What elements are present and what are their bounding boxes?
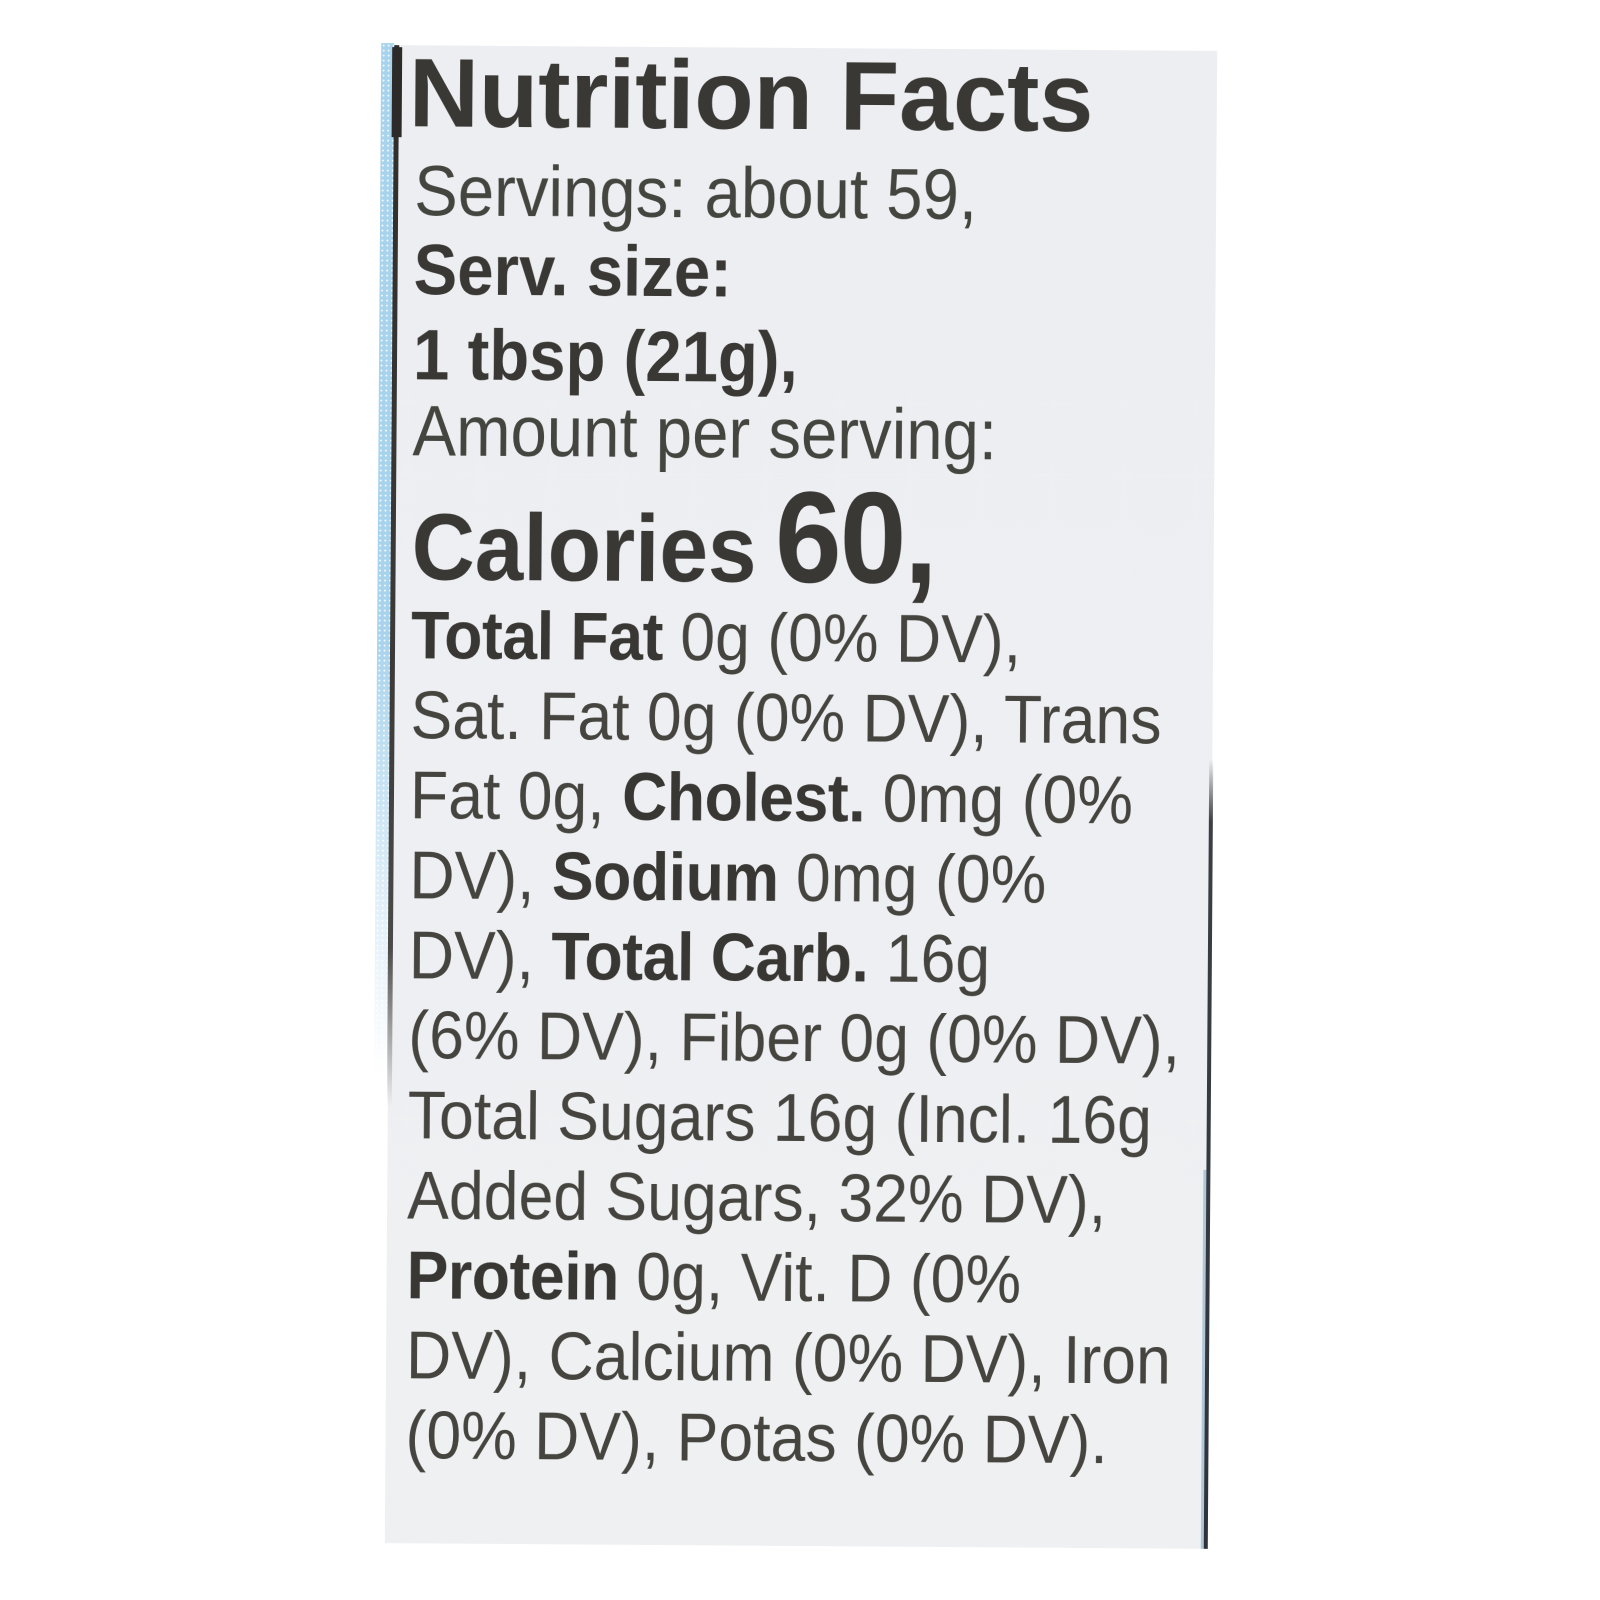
label-right-border [1203,758,1214,1549]
servings-line: Servings: about 59, [413,152,978,236]
label-text-line: Total Fat 0g (0% DV), [410,597,1022,678]
label-text-line: Protein 0g, Vit. D (0% [406,1237,1022,1318]
label-text-line: Added Sugars, 32% DV), [406,1157,1107,1239]
label-text-line: DV), Total Carb. 16g [408,917,991,998]
label-text-line: Total Sugars 16g (Incl. 16g [407,1077,1153,1159]
label-text-line: (6% DV), Fiber 0g (0% DV), [408,997,1181,1079]
nutrition-label: Nutrition Facts Servings: about 59, Serv… [373,38,1218,1549]
label-text-line: Sat. Fat 0g (0% DV), Trans [410,677,1162,759]
label-left-border-cap [391,47,403,138]
label-text-line: Fat 0g, Cholest. 0mg (0% [409,757,1134,839]
label-text-line: DV), Calcium (0% DV), Iron [405,1317,1172,1399]
serving-size-label: Serv. size: [413,231,733,313]
calories-line: Calories 60, [411,459,936,613]
calories-word: Calories [411,494,758,603]
calories-value: 60, [774,463,937,611]
label-text-line: (0% DV), Potas (0% DV). [405,1397,1109,1479]
nutrition-facts-title: Nutrition Facts [408,38,1094,153]
serving-size-value: 1 tbsp (21g), [412,316,799,398]
label-text-line: DV), Sodium 0mg (0% [409,837,1047,918]
label-body: Total Fat 0g (0% DV), Sat. Fat 0g (0% DV)… [405,595,1183,1480]
